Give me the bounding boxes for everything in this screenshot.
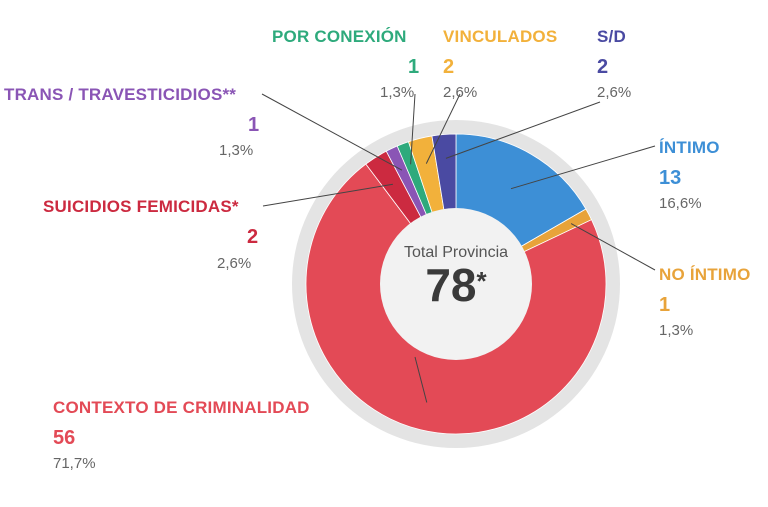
count-vinculados: 2 — [443, 56, 455, 78]
pct-trans-travesticidios: 1,3% — [219, 142, 254, 159]
pct-vinculados: 2,6% — [443, 84, 478, 101]
pct-no-intimo: 1,3% — [659, 322, 694, 339]
leader-suicidios-femicidas — [262, 183, 393, 207]
center-disc — [380, 208, 532, 360]
leader-s-d — [445, 101, 601, 159]
leader-no-intimo — [570, 223, 656, 271]
leader-intimo — [510, 145, 656, 190]
label-trans-travesticidios: TRANS / TRAVESTICIDIOS** — [4, 85, 237, 104]
label-no-intimo: NO ÍNTIMO — [659, 265, 751, 284]
leader-lines — [261, 93, 656, 403]
count-intimo: 13 — [659, 167, 682, 189]
leader-por-conexion — [410, 93, 416, 165]
count-trans-travesticidios: 1 — [248, 114, 260, 136]
center-total: 78* — [380, 262, 532, 308]
total-asterisk: * — [476, 266, 487, 296]
label-sd: S/D — [597, 27, 626, 46]
pct-por-conexion: 1,3% — [380, 84, 415, 101]
count-contexto-de-criminalidad: 56 — [53, 427, 76, 449]
leader-trans-travesticidios — [261, 93, 403, 171]
pct-intimo: 16,6% — [659, 195, 702, 212]
count-suicidios-femicidas: 2 — [247, 226, 259, 248]
total-value: 78 — [425, 259, 477, 311]
pct-contexto-de-criminalidad: 71,7% — [53, 455, 96, 472]
label-suicidios-femicidas: SUICIDIOS FEMICIDAS* — [43, 197, 239, 216]
label-vinculados: VINCULADOS — [443, 27, 558, 46]
label-intimo: ÍNTIMO — [659, 138, 720, 157]
label-por-conexion: POR CONEXIÓN — [272, 27, 407, 46]
leader-vinculados — [425, 93, 461, 164]
center-title: Total Provincia — [403, 244, 509, 261]
label-contexto-de-criminalidad: CONTEXTO DE CRIMINALIDAD — [53, 398, 310, 417]
count-por-conexion: 1 — [408, 56, 420, 78]
pct-suicidios-femicidas: 2,6% — [217, 255, 252, 272]
pct-sd: 2,6% — [597, 84, 632, 101]
leader-contexto-de-criminalidad — [414, 356, 428, 403]
count-sd: 2 — [597, 56, 609, 78]
count-no-intimo: 1 — [659, 294, 671, 316]
